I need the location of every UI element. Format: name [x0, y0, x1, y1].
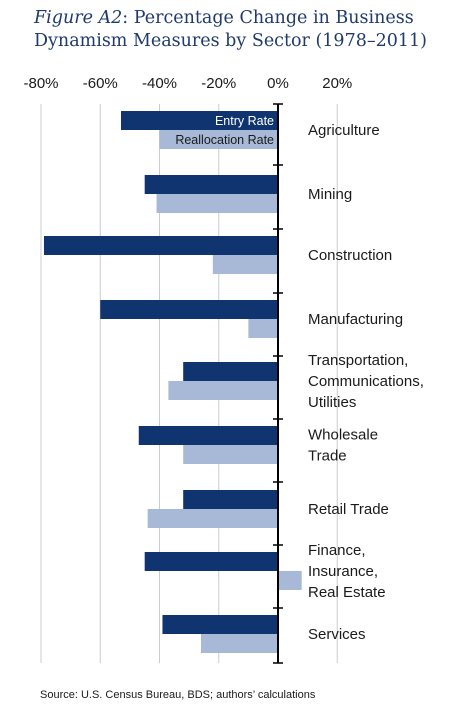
bar-reallocation-rate	[156, 194, 278, 213]
bar-reallocation-rate	[248, 319, 278, 338]
bar-entry-rate	[43, 236, 279, 255]
bar-reallocation-rate	[168, 381, 278, 400]
source-note: Source: U.S. Census Bureau, BDS; authors…	[40, 689, 316, 701]
bar-entry-rate	[100, 300, 278, 319]
bar-entry-rate	[183, 362, 278, 381]
bar-reallocation-rate	[212, 255, 278, 274]
bar-entry-rate	[144, 175, 278, 194]
x-tick-label: 0%	[267, 75, 289, 92]
bar-entry-rate	[144, 552, 278, 571]
bar-reallocation-rate	[147, 509, 278, 528]
category-label: Finance,	[308, 542, 366, 559]
bar-reallocation-rate	[159, 130, 278, 149]
bar-entry-rate	[162, 615, 278, 634]
figure-label: Figure A2	[34, 8, 123, 28]
category-label: Wholesale	[308, 427, 378, 444]
category-label: Construction	[308, 247, 392, 264]
x-tick-label: 20%	[322, 75, 352, 92]
bar-entry-rate	[138, 426, 278, 445]
category-label: Manufacturing	[308, 311, 403, 328]
category-label: Communications,	[308, 373, 424, 390]
bar-reallocation-rate	[200, 634, 278, 653]
x-tick-label: -80%	[23, 75, 58, 92]
x-tick-label: -60%	[83, 75, 118, 92]
category-label: Utilities	[308, 394, 356, 411]
x-tick-label: -40%	[142, 75, 177, 92]
category-label: Retail Trade	[308, 501, 389, 518]
bar-reallocation-rate	[278, 571, 302, 590]
category-label: Services	[308, 626, 366, 643]
bar-reallocation-rate	[183, 445, 278, 464]
bar-entry-rate	[120, 111, 278, 130]
figure-title-text: : Percentage Change in Business Dynamism…	[34, 8, 427, 51]
chart-title: Figure A2: Percentage Change in Business…	[34, 7, 444, 53]
category-label: Real Estate	[308, 584, 386, 601]
category-label: Trade	[308, 448, 347, 465]
x-tick-label: -20%	[201, 75, 236, 92]
category-label: Insurance,	[308, 563, 378, 580]
category-label: Transportation,	[308, 352, 408, 369]
legend-entry-rate: Entry Rate	[215, 114, 274, 128]
legend-reallocation-rate: Reallocation Rate	[175, 133, 274, 147]
category-label: Agriculture	[308, 122, 380, 139]
category-label: Mining	[308, 186, 352, 203]
bar-entry-rate	[183, 490, 278, 509]
